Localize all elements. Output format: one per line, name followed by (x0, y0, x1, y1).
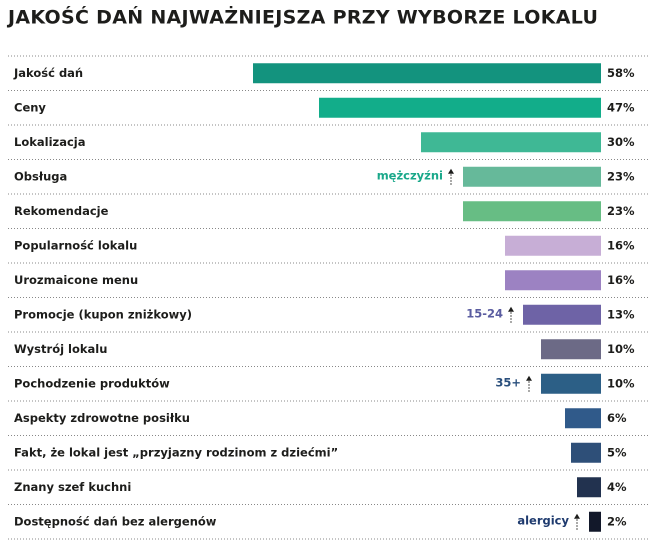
value-label: 47% (607, 100, 635, 114)
category-label: Fakt, że lokal jest „przyjazny rodzinom … (14, 445, 338, 459)
category-label: Lokalizacja (14, 135, 86, 149)
category-label: Jakość dań (13, 66, 83, 80)
value-label: 30% (607, 135, 635, 149)
value-label: 10% (607, 342, 635, 356)
category-label: Rekomendacje (14, 204, 109, 218)
bar (541, 339, 601, 360)
bar (541, 373, 601, 394)
annotation: 35+ (495, 375, 521, 389)
bar (253, 63, 601, 84)
bar (319, 97, 601, 118)
annotation-arrowhead (574, 513, 580, 519)
annotation-arrowhead (448, 168, 454, 174)
category-label: Ceny (14, 100, 46, 114)
bar (565, 408, 601, 429)
value-label: 10% (607, 376, 635, 390)
bar (577, 477, 601, 498)
bar (505, 235, 601, 256)
annotation-arrowhead (508, 306, 514, 312)
bar (463, 166, 601, 187)
value-label: 5% (607, 445, 627, 459)
annotation-arrowhead (526, 375, 532, 381)
category-label: Aspekty zdrowotne posiłku (14, 411, 190, 425)
category-label: Urozmaicone menu (14, 273, 138, 287)
annotation: mężczyźni (377, 168, 443, 182)
category-label: Wystrój lokalu (14, 342, 107, 356)
value-label: 23% (607, 204, 635, 218)
value-label: 4% (607, 480, 627, 494)
bar (523, 304, 601, 325)
bar (421, 132, 601, 153)
value-label: 2% (607, 514, 627, 528)
bar (571, 442, 601, 463)
value-label: 23% (607, 169, 635, 183)
category-label: Znany szef kuchni (14, 480, 131, 494)
chart-title: JAKOŚĆ DAŃ NAJWAŻNIEJSZA PRZY WYBORZE LO… (6, 5, 598, 29)
category-label: Pochodzenie produktów (14, 376, 170, 390)
bar (505, 270, 601, 291)
category-label: Dostępność dań bez alergenów (14, 514, 217, 528)
annotation: alergicy (517, 513, 569, 527)
value-label: 6% (607, 411, 627, 425)
value-label: 13% (607, 307, 635, 321)
category-label: Popularność lokalu (14, 238, 137, 252)
category-label: Obsługa (14, 169, 67, 183)
category-label: Promocje (kupon zniżkowy) (14, 307, 192, 321)
bar (589, 511, 601, 532)
annotation: 15-24 (466, 306, 503, 320)
value-label: 58% (607, 66, 635, 80)
value-label: 16% (607, 273, 635, 287)
bar (463, 201, 601, 222)
value-label: 16% (607, 238, 635, 252)
